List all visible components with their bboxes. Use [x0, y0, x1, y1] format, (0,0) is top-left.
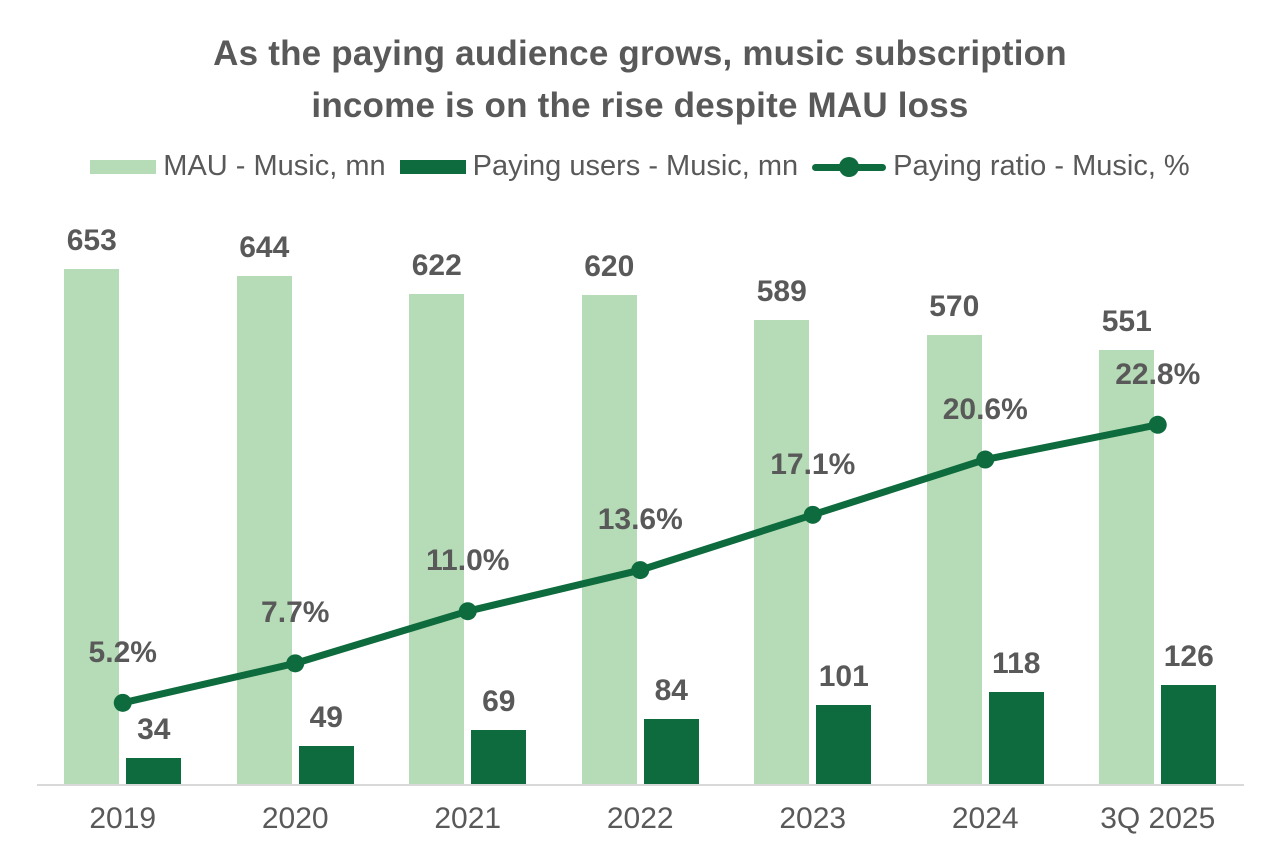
- paying-users-bar-2021: [471, 730, 527, 785]
- x-axis-label-2023: 2023: [779, 802, 847, 835]
- legend-line-marker-icon: [812, 156, 887, 177]
- x-axis-label-2021: 2021: [434, 802, 502, 835]
- mau-value-label: 570: [929, 289, 980, 323]
- chart-legend: MAU - Music, mn Paying users - Music, mn P…: [0, 150, 1280, 183]
- mau-value-label: 620: [584, 250, 635, 284]
- chart-title: As the paying audience grows, music subs…: [0, 28, 1280, 132]
- paying-users-bar-2019: [126, 758, 182, 785]
- x-axis-line: [36, 784, 1244, 786]
- mau-value-label: 644: [239, 231, 290, 265]
- paying-users-value-label: 69: [482, 685, 516, 719]
- paying-users-value-label: 34: [137, 713, 171, 747]
- legend-swatch-icon: [399, 159, 466, 174]
- paying-ratio-value-label: 11.0%: [426, 544, 510, 578]
- paying-ratio-value-label: 20.6%: [942, 392, 1028, 426]
- mau-value-label: 589: [756, 274, 807, 308]
- paying-ratio-value-label: 22.8%: [1115, 357, 1201, 391]
- legend-label: Paying users - Music, mn: [472, 150, 799, 182]
- legend-item-mau: MAU - Music, mn: [90, 150, 386, 183]
- chart-title-line-1: As the paying audience grows, music subs…: [213, 34, 1067, 73]
- chart-title-line-2: income is on the rise despite MAU loss: [311, 86, 969, 125]
- paying-users-value-label: 118: [992, 646, 1041, 680]
- paying-users-value-label: 101: [818, 660, 869, 694]
- paying-ratio-value-label: 13.6%: [597, 503, 683, 537]
- x-axis-label-2019: 2019: [89, 802, 157, 835]
- legend-line-dot: [839, 156, 860, 177]
- x-axis-label-2020: 2020: [261, 802, 329, 835]
- x-axis-label-2022: 2022: [606, 802, 674, 835]
- paying-users-bar-2020: [298, 746, 354, 785]
- legend-label: MAU - Music, mn: [163, 150, 386, 182]
- paying-users-value-label: 49: [309, 701, 343, 735]
- mau-bar-2019: [64, 269, 120, 785]
- paying-ratio-value-label: 5.2%: [88, 635, 157, 669]
- paying-ratio-value-label: 17.1%: [770, 447, 856, 481]
- paying-users-value-label: 126: [1163, 640, 1214, 674]
- mau-bar-3q-2025: [1099, 349, 1155, 785]
- legend-swatch-icon: [90, 159, 157, 174]
- x-axis-label-3q-2025: 3Q 2025: [1100, 802, 1216, 835]
- mau-bar-2022: [581, 295, 637, 785]
- paying-users-bar-3q-2025: [1161, 685, 1217, 785]
- paying-ratio-value-label: 7.7%: [261, 596, 330, 630]
- legend-item-paying-users: Paying users - Music, mn: [399, 150, 799, 183]
- paying-users-bar-2024: [988, 691, 1044, 785]
- legend-label: Paying ratio - Music, %: [893, 150, 1190, 182]
- paying-users-value-label: 84: [654, 673, 688, 707]
- mau-value-label: 622: [411, 248, 462, 282]
- legend-item-paying-ratio: Paying ratio - Music, %: [812, 150, 1190, 183]
- mau-bar-2023: [754, 319, 810, 785]
- paying-users-bar-2023: [816, 705, 872, 785]
- mau-value-label: 551: [1101, 304, 1152, 338]
- x-axis-label-2024: 2024: [951, 802, 1019, 835]
- mau-value-label: 653: [66, 224, 117, 258]
- paying-users-bar-2022: [643, 718, 699, 785]
